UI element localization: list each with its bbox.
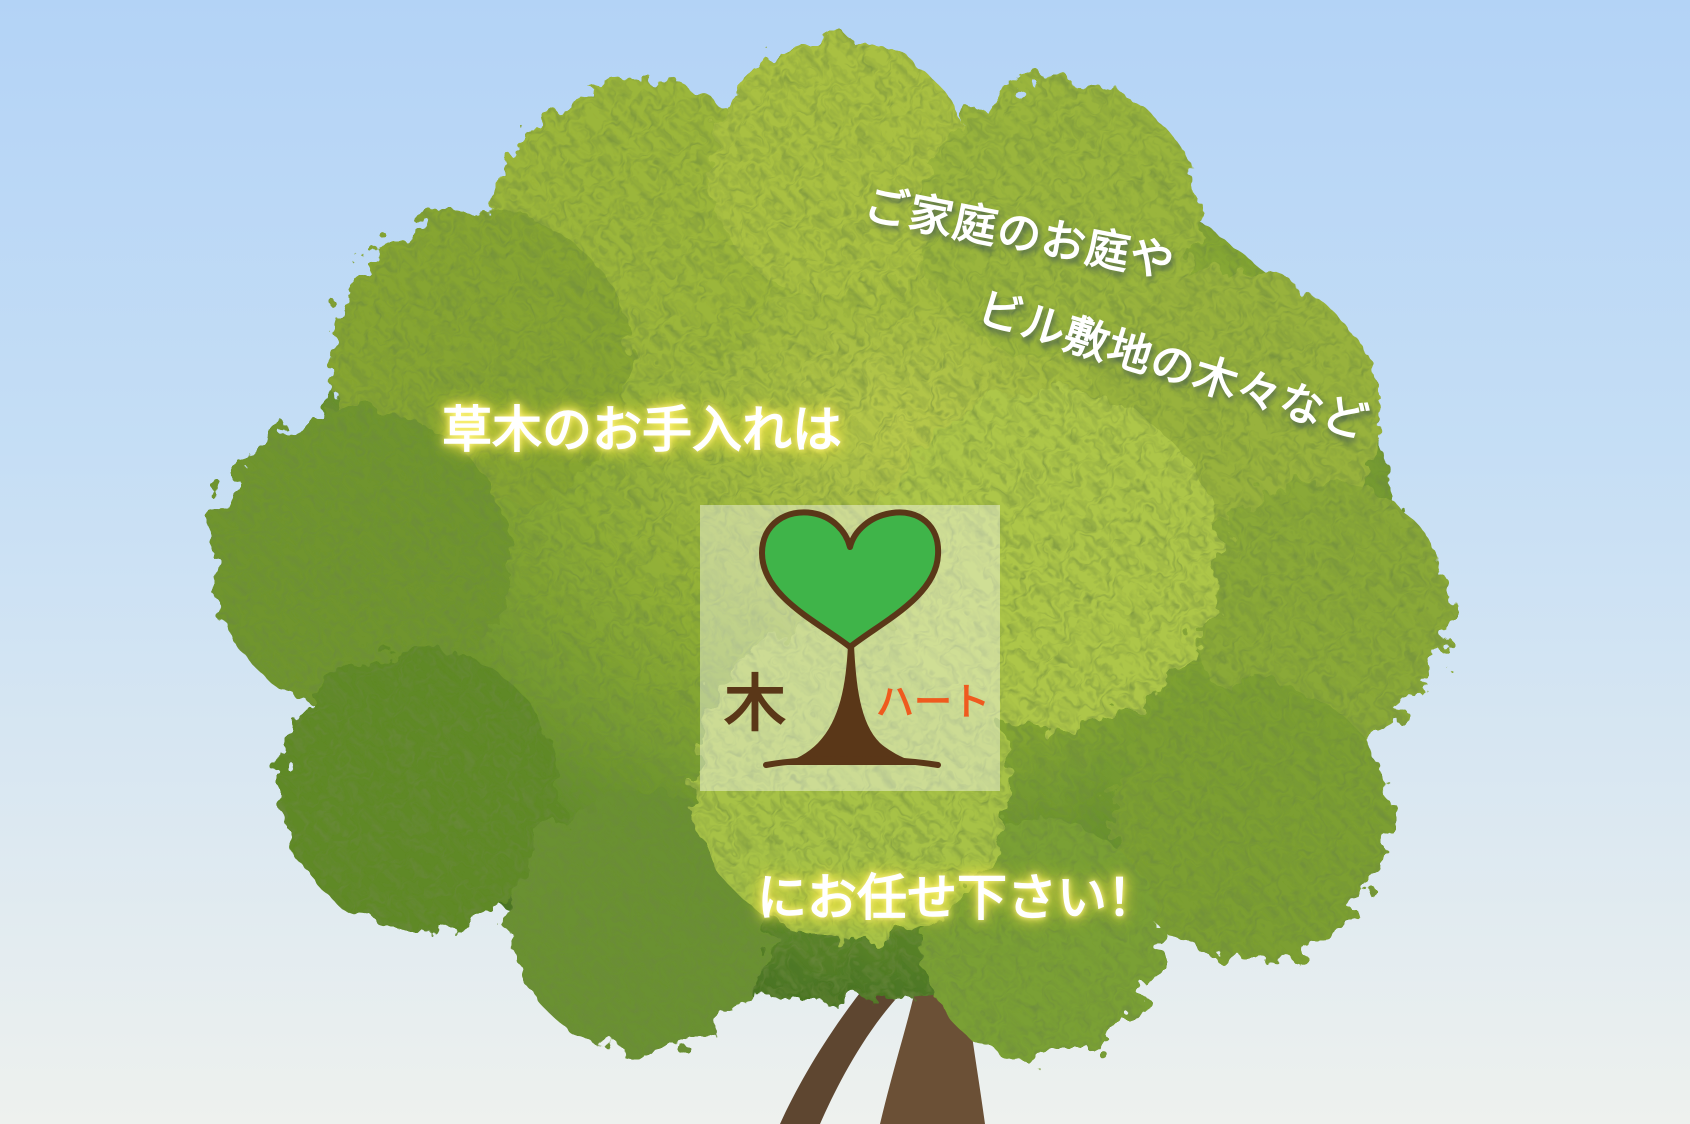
heart-tree-logo-icon bbox=[759, 509, 942, 768]
logo-text-heart: ハート bbox=[876, 680, 991, 724]
trunk-icon bbox=[766, 645, 938, 766]
tagline-line-4: にお任せ下さい！ bbox=[757, 869, 1157, 927]
tagline-line-3: 草木のお手入れは bbox=[442, 401, 842, 459]
tree-foliage bbox=[210, 40, 1450, 1060]
logo: 木 ハート bbox=[700, 505, 1000, 791]
logo-char-ki: 木 bbox=[724, 667, 787, 740]
heart-icon bbox=[759, 509, 942, 650]
